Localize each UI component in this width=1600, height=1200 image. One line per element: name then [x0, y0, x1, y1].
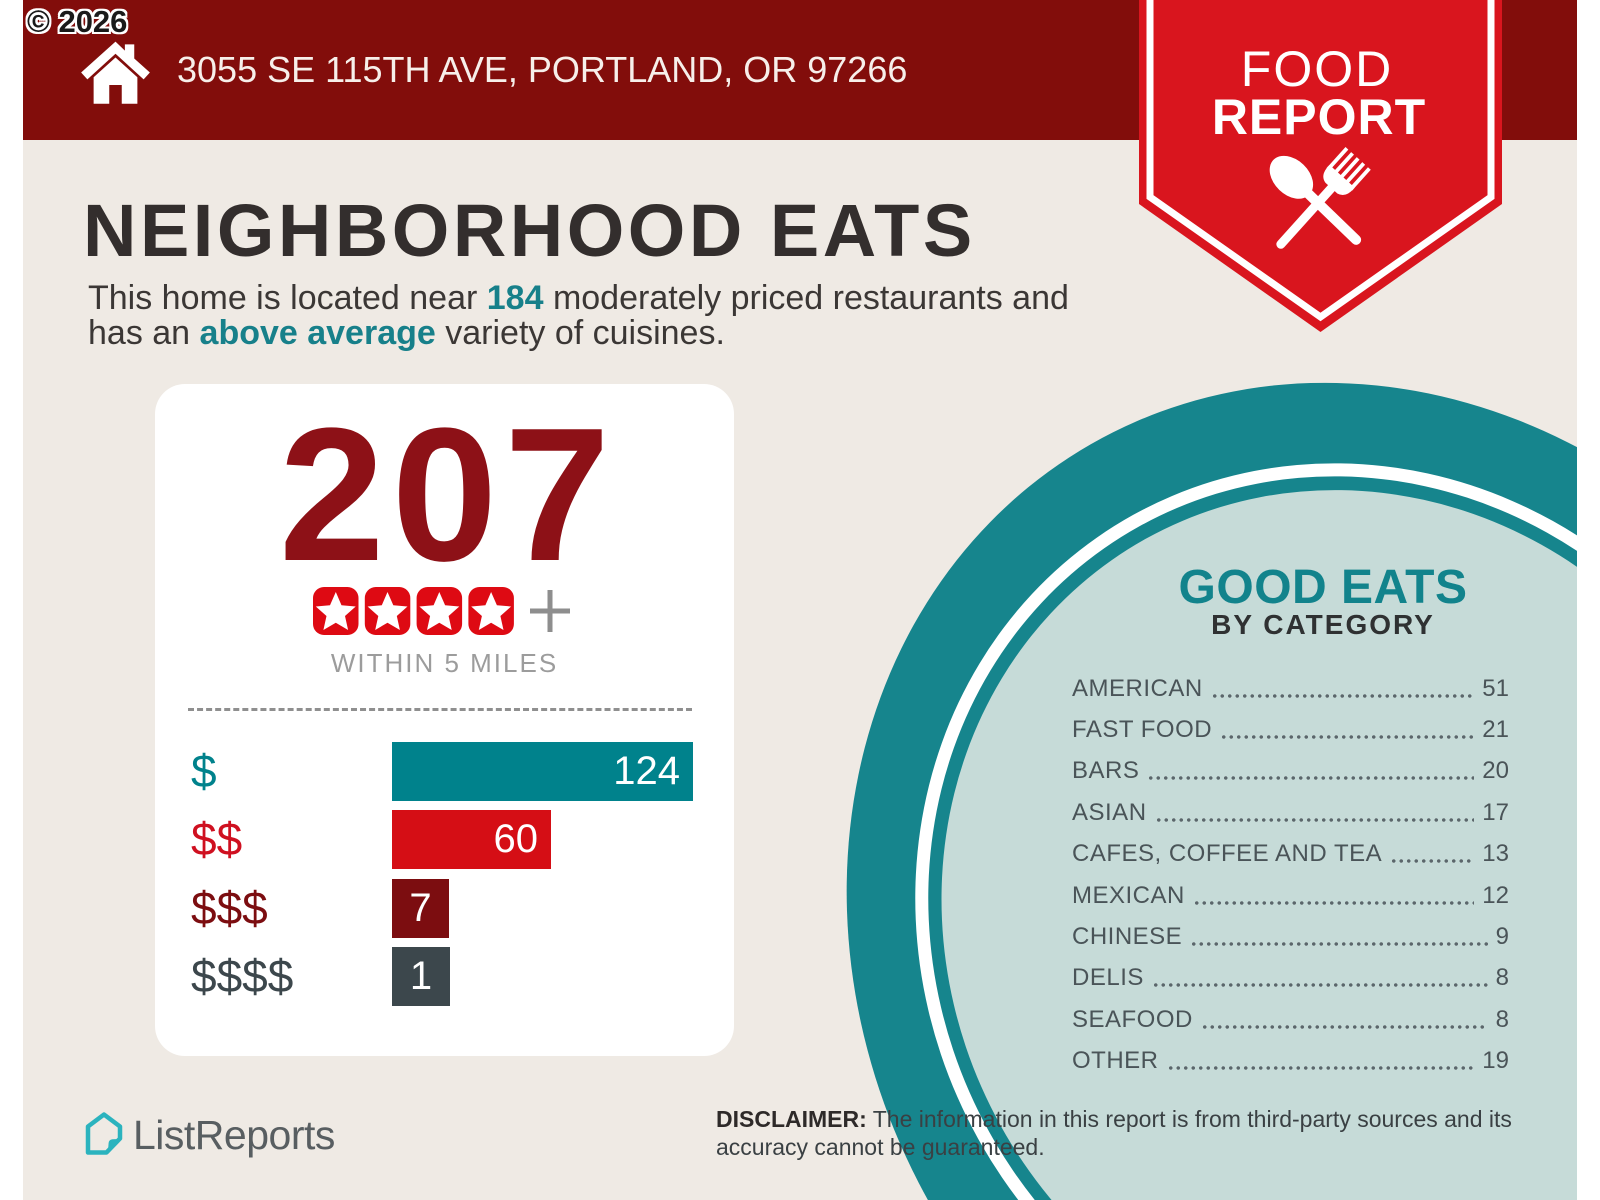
svg-text:REPORT: REPORT: [1212, 89, 1426, 145]
svg-text:FOOD: FOOD: [1241, 41, 1393, 97]
